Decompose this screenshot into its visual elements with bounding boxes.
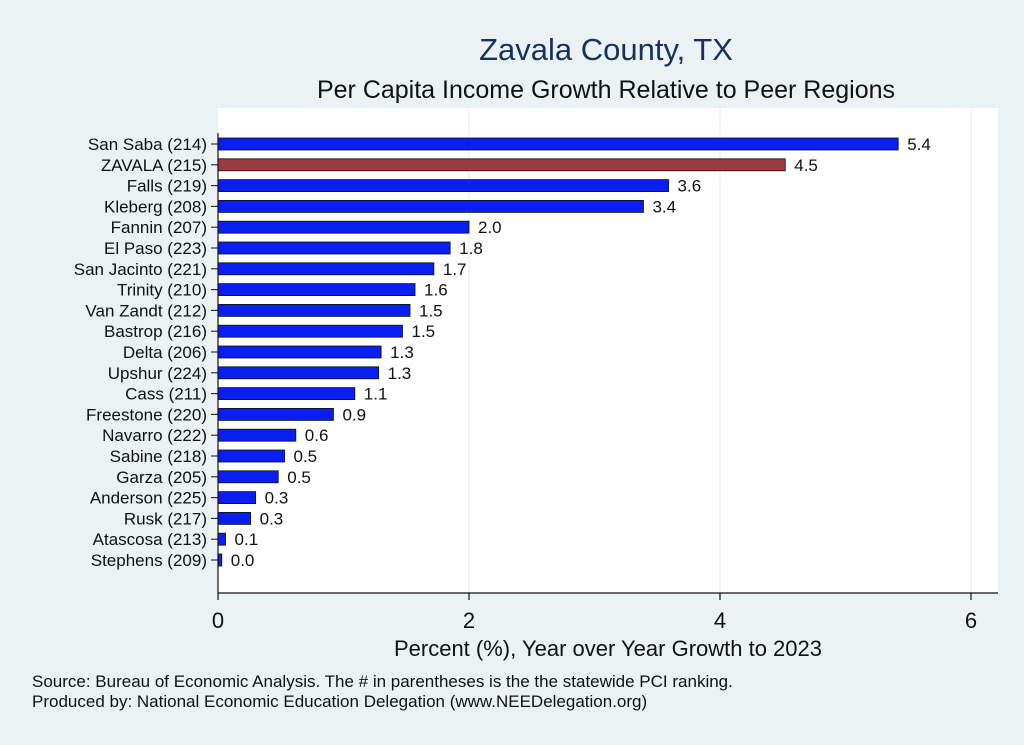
value-labels: 5.44.53.63.42.01.81.71.61.51.51.31.31.10…	[231, 135, 931, 570]
category-label: El Paso (223)	[104, 239, 207, 258]
bar	[217, 532, 226, 546]
bar	[217, 428, 297, 442]
value-label: 4.5	[794, 156, 818, 175]
category-label: Atascosa (213)	[93, 530, 207, 549]
x-tick-label: 2	[463, 608, 475, 633]
category-label: Rusk (217)	[124, 509, 207, 528]
category-label: Stephens (209)	[91, 551, 207, 570]
value-label: 0.3	[260, 509, 284, 528]
bar	[217, 470, 279, 484]
bar	[217, 345, 382, 359]
category-label: San Jacinto (221)	[74, 260, 207, 279]
produced-by-note: Produced by: National Economic Education…	[32, 692, 648, 711]
bar	[217, 324, 403, 338]
category-labels: San Saba (214) ZAVALA (215) Falls (219)Kle…	[74, 135, 218, 570]
value-label: 1.3	[388, 364, 412, 383]
category-label: Cass (211)	[125, 385, 207, 404]
value-label: 1.3	[390, 343, 414, 362]
bar	[217, 179, 669, 193]
category-label: Garza (205)	[116, 468, 207, 487]
category-label: Navarro (222)	[102, 426, 207, 445]
value-label: 3.4	[652, 197, 676, 216]
value-label: 2.0	[478, 218, 502, 237]
source-note: Source: Bureau of Economic Analysis. The…	[32, 672, 733, 691]
value-label: 1.1	[364, 385, 388, 404]
value-label: 0.0	[231, 551, 255, 570]
category-label: Anderson (225)	[90, 489, 207, 508]
x-tick-label: 0	[212, 608, 224, 633]
value-label: 0.9	[342, 405, 366, 424]
x-axis-title: Percent (%), Year over Year Growth to 20…	[394, 636, 822, 661]
value-label: 0.3	[265, 489, 289, 508]
value-label: 1.7	[443, 260, 467, 279]
category-label: Sabine (218)	[110, 447, 207, 466]
x-tick-label: 4	[714, 608, 726, 633]
category-label: Freestone (220)	[86, 405, 207, 424]
category-label: Kleberg (208)	[104, 197, 207, 216]
bar	[217, 303, 411, 317]
value-label: 1.8	[459, 239, 483, 258]
bar	[217, 241, 451, 255]
value-label: 1.5	[419, 301, 443, 320]
chart-subtitle: Per Capita Income Growth Relative to Pee…	[317, 76, 895, 104]
value-label: 5.4	[907, 135, 931, 154]
value-label: 1.5	[411, 322, 435, 341]
category-label: Falls (219)	[127, 177, 207, 196]
value-label: 0.5	[287, 468, 311, 487]
bar	[217, 283, 416, 297]
bar	[217, 449, 285, 463]
bar	[217, 137, 899, 151]
category-label: Fannin (207)	[111, 218, 207, 237]
value-label: 0.6	[305, 426, 329, 445]
bar	[217, 220, 470, 234]
bar	[217, 407, 334, 421]
category-label: San Saba (214)	[88, 135, 207, 154]
category-label: Delta (206)	[123, 343, 207, 362]
category-label: Van Zandt (212)	[85, 301, 207, 320]
value-label: 1.6	[424, 281, 448, 300]
bar	[217, 158, 786, 172]
bar	[217, 387, 356, 401]
x-axis-ticks: 0 2 4 6	[212, 593, 977, 633]
bar	[217, 199, 644, 213]
bar	[217, 366, 380, 380]
bar	[217, 491, 257, 505]
chart-title: Zavala County, TX	[479, 32, 733, 67]
value-label: 0.5	[294, 447, 318, 466]
value-label: 3.6	[678, 177, 702, 196]
category-label: Upshur (224)	[108, 364, 207, 383]
bar	[217, 512, 252, 525]
category-label: ZAVALA (215)	[101, 156, 207, 175]
category-label: Bastrop (216)	[104, 322, 207, 341]
x-tick-label: 6	[965, 608, 977, 633]
value-label: 0.1	[235, 530, 259, 549]
bar	[217, 262, 435, 276]
category-label: Trinity (210)	[117, 281, 207, 300]
